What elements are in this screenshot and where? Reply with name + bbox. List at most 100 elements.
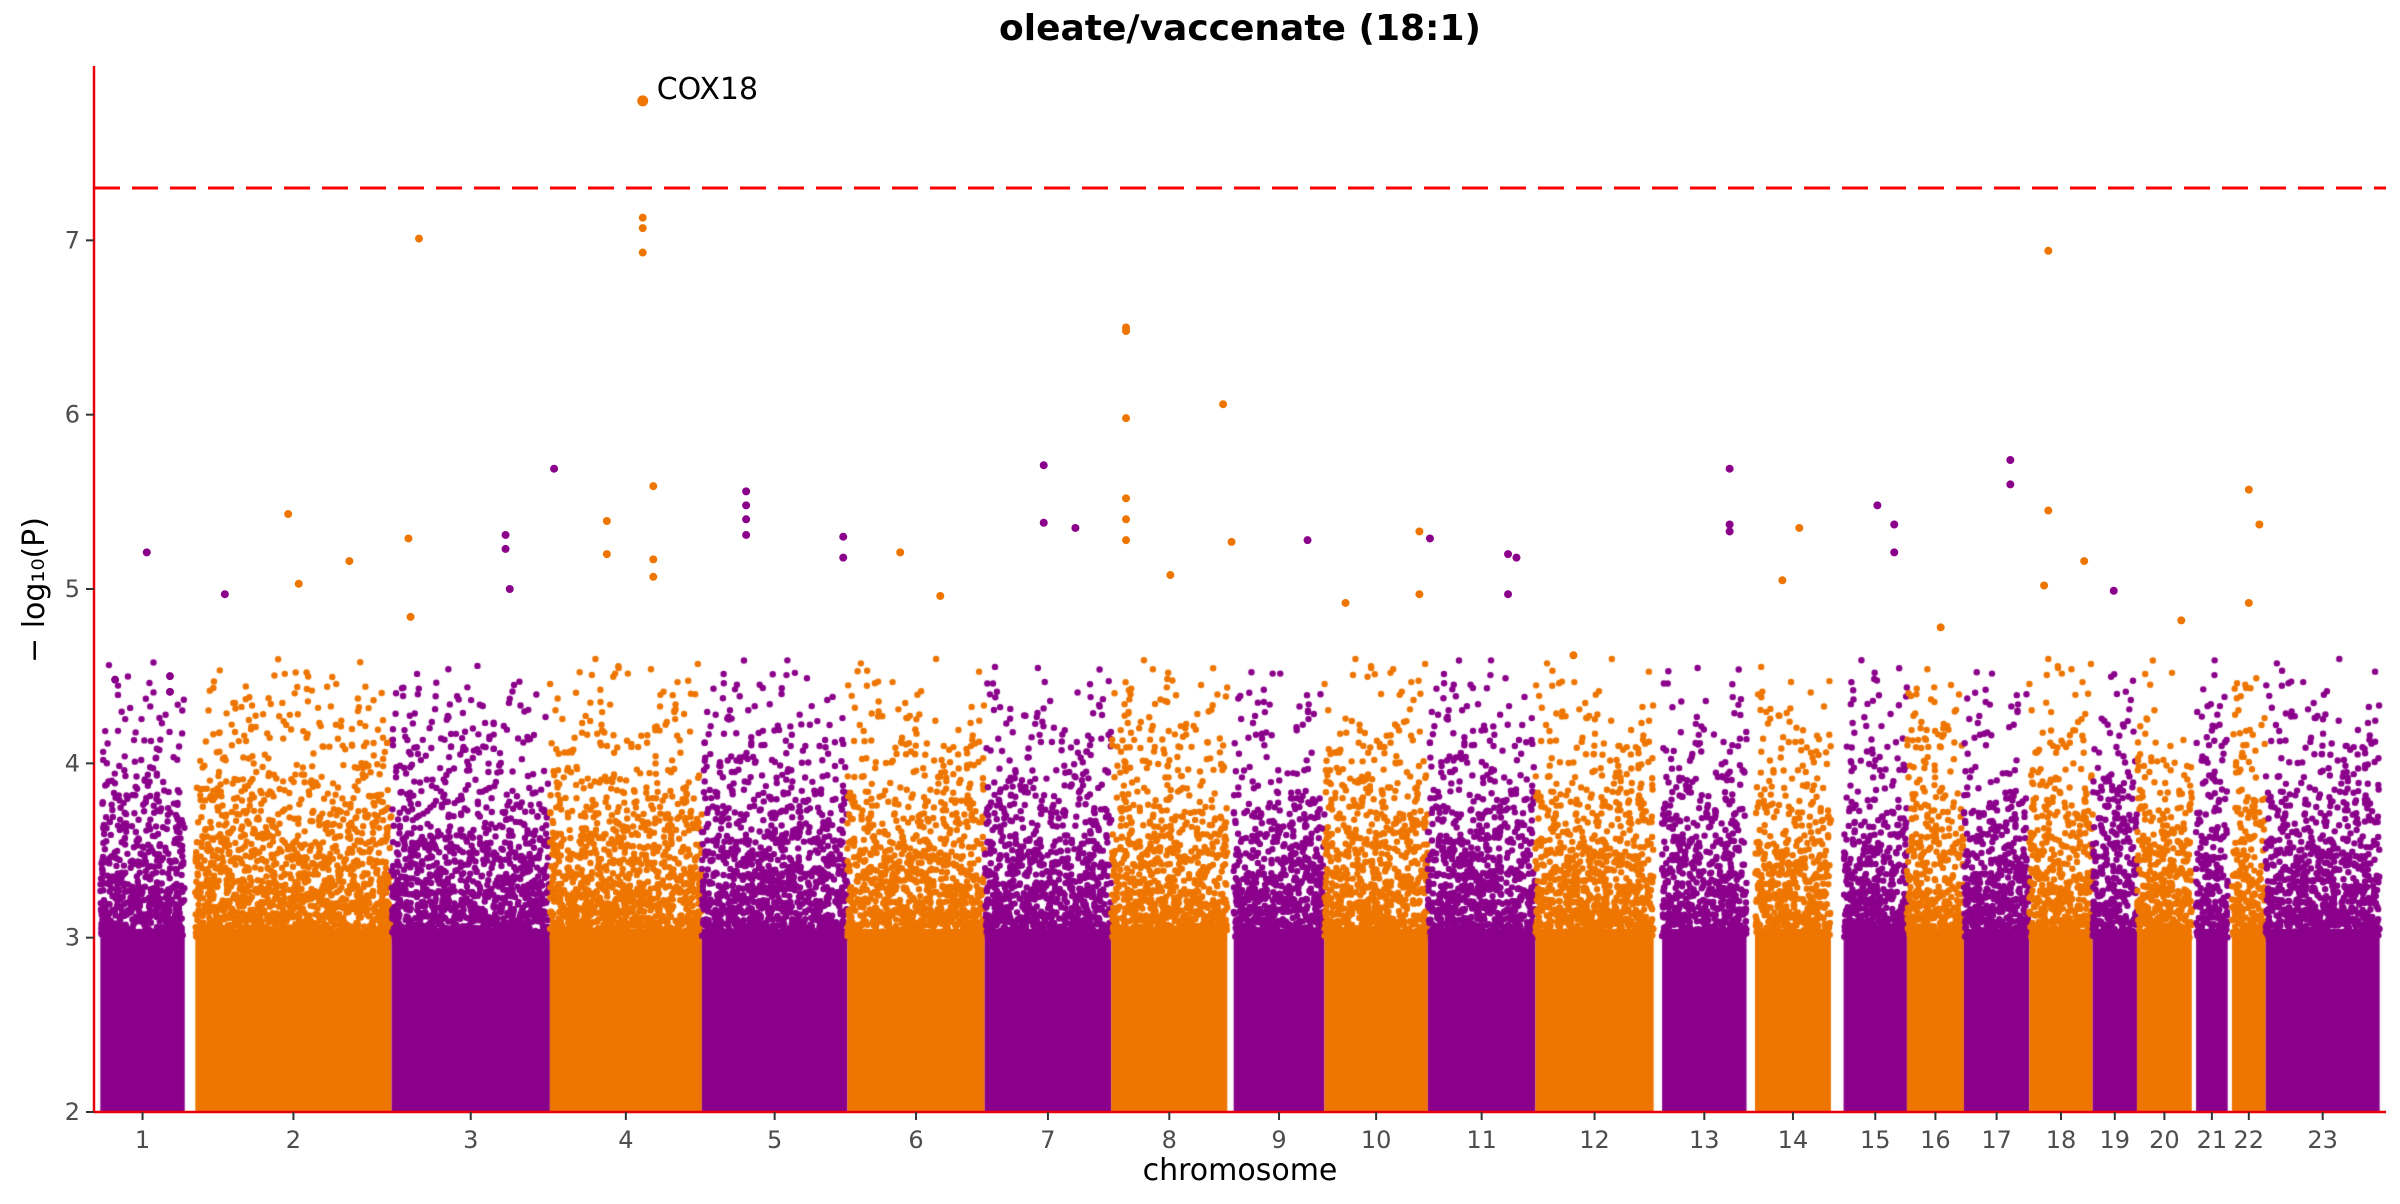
snp-point xyxy=(2255,520,2264,529)
x-tick-label: 8 xyxy=(1162,1126,1177,1154)
x-tick-label: 4 xyxy=(618,1126,633,1154)
y-tick-label: 6 xyxy=(65,401,80,429)
snp-highlight-layer xyxy=(111,95,2264,696)
snp-point xyxy=(839,532,848,541)
x-tick-label: 20 xyxy=(2149,1126,2180,1154)
snp-point xyxy=(501,544,510,553)
snp-point xyxy=(638,224,647,233)
x-tick-label: 23 xyxy=(2307,1126,2338,1154)
snp-point xyxy=(415,234,424,243)
x-axis-ticks: 1 2 3 4 5 6 7 8 9 10 11 12 13 14 15 16 17 18 19 20 21 22 23 xyxy=(135,1112,2338,1154)
snp-point xyxy=(1725,527,1734,536)
snp-point xyxy=(742,501,751,510)
snp-point xyxy=(936,591,945,600)
y-tick-label: 7 xyxy=(65,226,80,254)
x-tick-label: 10 xyxy=(1361,1126,1392,1154)
y-tick-label: 2 xyxy=(65,1098,80,1126)
snp-point xyxy=(1122,536,1131,545)
x-tick-label: 13 xyxy=(1689,1126,1720,1154)
snp-point xyxy=(742,487,751,496)
snp-point xyxy=(896,548,905,557)
snp-point xyxy=(1415,527,1424,536)
snp-point xyxy=(1341,598,1350,607)
x-tick-label: 2 xyxy=(286,1126,301,1154)
snp-point xyxy=(602,550,611,559)
snp-point xyxy=(1725,520,1734,529)
snp-point xyxy=(406,612,415,621)
snp-point xyxy=(1039,461,1048,470)
snp-point xyxy=(1227,537,1236,546)
snp-point xyxy=(602,517,611,526)
snp-point xyxy=(1415,590,1424,599)
snp-point xyxy=(1166,571,1175,580)
snp-point xyxy=(1890,520,1899,529)
snp-point xyxy=(345,557,354,566)
snp-point xyxy=(2177,616,2186,625)
snp-point xyxy=(2006,455,2015,464)
snp-point xyxy=(111,675,120,684)
snp-point xyxy=(165,687,174,696)
snp-point xyxy=(1039,518,1048,527)
x-tick-label: 14 xyxy=(1778,1126,1809,1154)
snp-point xyxy=(2244,485,2253,494)
snp-point xyxy=(1795,523,1804,532)
x-tick-label: 18 xyxy=(2046,1126,2077,1154)
x-tick-label: 19 xyxy=(2100,1126,2131,1154)
y-tick-label: 3 xyxy=(65,924,80,952)
snp-point xyxy=(1936,623,1945,632)
x-axis-label: chromosome xyxy=(1143,1153,1338,1188)
snp-point xyxy=(165,672,174,681)
y-tick-label: 4 xyxy=(65,749,80,777)
snp-point xyxy=(1873,501,1882,510)
snp-point xyxy=(2109,586,2118,595)
snp-point xyxy=(1512,553,1521,562)
snp-point xyxy=(220,590,229,599)
snp-point xyxy=(2044,246,2053,255)
x-tick-label: 21 xyxy=(2197,1126,2228,1154)
snp-point xyxy=(638,248,647,257)
snp-point xyxy=(404,534,413,543)
snp-point xyxy=(839,553,848,562)
snp-point xyxy=(1303,536,1312,545)
snp-point xyxy=(1122,414,1131,423)
snp-point xyxy=(501,530,510,539)
snp-point xyxy=(649,572,658,581)
x-tick-label: 7 xyxy=(1040,1126,1055,1154)
snp-point xyxy=(2080,557,2089,566)
snp-point xyxy=(142,548,151,557)
snp-point xyxy=(649,555,658,564)
snp-point xyxy=(2044,506,2053,515)
snp-point xyxy=(1425,534,1434,543)
snp-point xyxy=(1725,464,1734,473)
snp-point xyxy=(1778,576,1787,585)
x-tick-label: 17 xyxy=(1981,1126,2012,1154)
snp-point xyxy=(742,515,751,524)
snp-point xyxy=(1122,515,1131,524)
snp-point xyxy=(1504,590,1513,599)
snp-point xyxy=(505,585,514,593)
x-tick-label: 11 xyxy=(1466,1126,1497,1154)
snp-point xyxy=(1504,550,1513,559)
x-tick-label: 1 xyxy=(135,1126,150,1154)
x-tick-label: 15 xyxy=(1860,1126,1891,1154)
snp-point xyxy=(638,213,647,222)
snp-point xyxy=(294,579,303,588)
snp-point xyxy=(1122,494,1131,503)
snp-point xyxy=(550,464,559,473)
x-tick-label: 3 xyxy=(463,1126,478,1154)
snp-point xyxy=(637,95,649,107)
y-axis-ticks: 2 3 4 5 6 7 xyxy=(65,226,94,1126)
y-tick-label: 5 xyxy=(65,575,80,603)
x-tick-label: 16 xyxy=(1920,1126,1951,1154)
chart-title: oleate/vaccenate (18:1) xyxy=(999,8,1481,49)
x-tick-label: 12 xyxy=(1579,1126,1610,1154)
snp-point xyxy=(2040,581,2049,590)
x-tick-label: 5 xyxy=(767,1126,782,1154)
snp-point xyxy=(284,510,293,519)
snp-point xyxy=(1122,326,1131,335)
snp-point xyxy=(1890,548,1899,557)
snp-point xyxy=(742,530,751,539)
